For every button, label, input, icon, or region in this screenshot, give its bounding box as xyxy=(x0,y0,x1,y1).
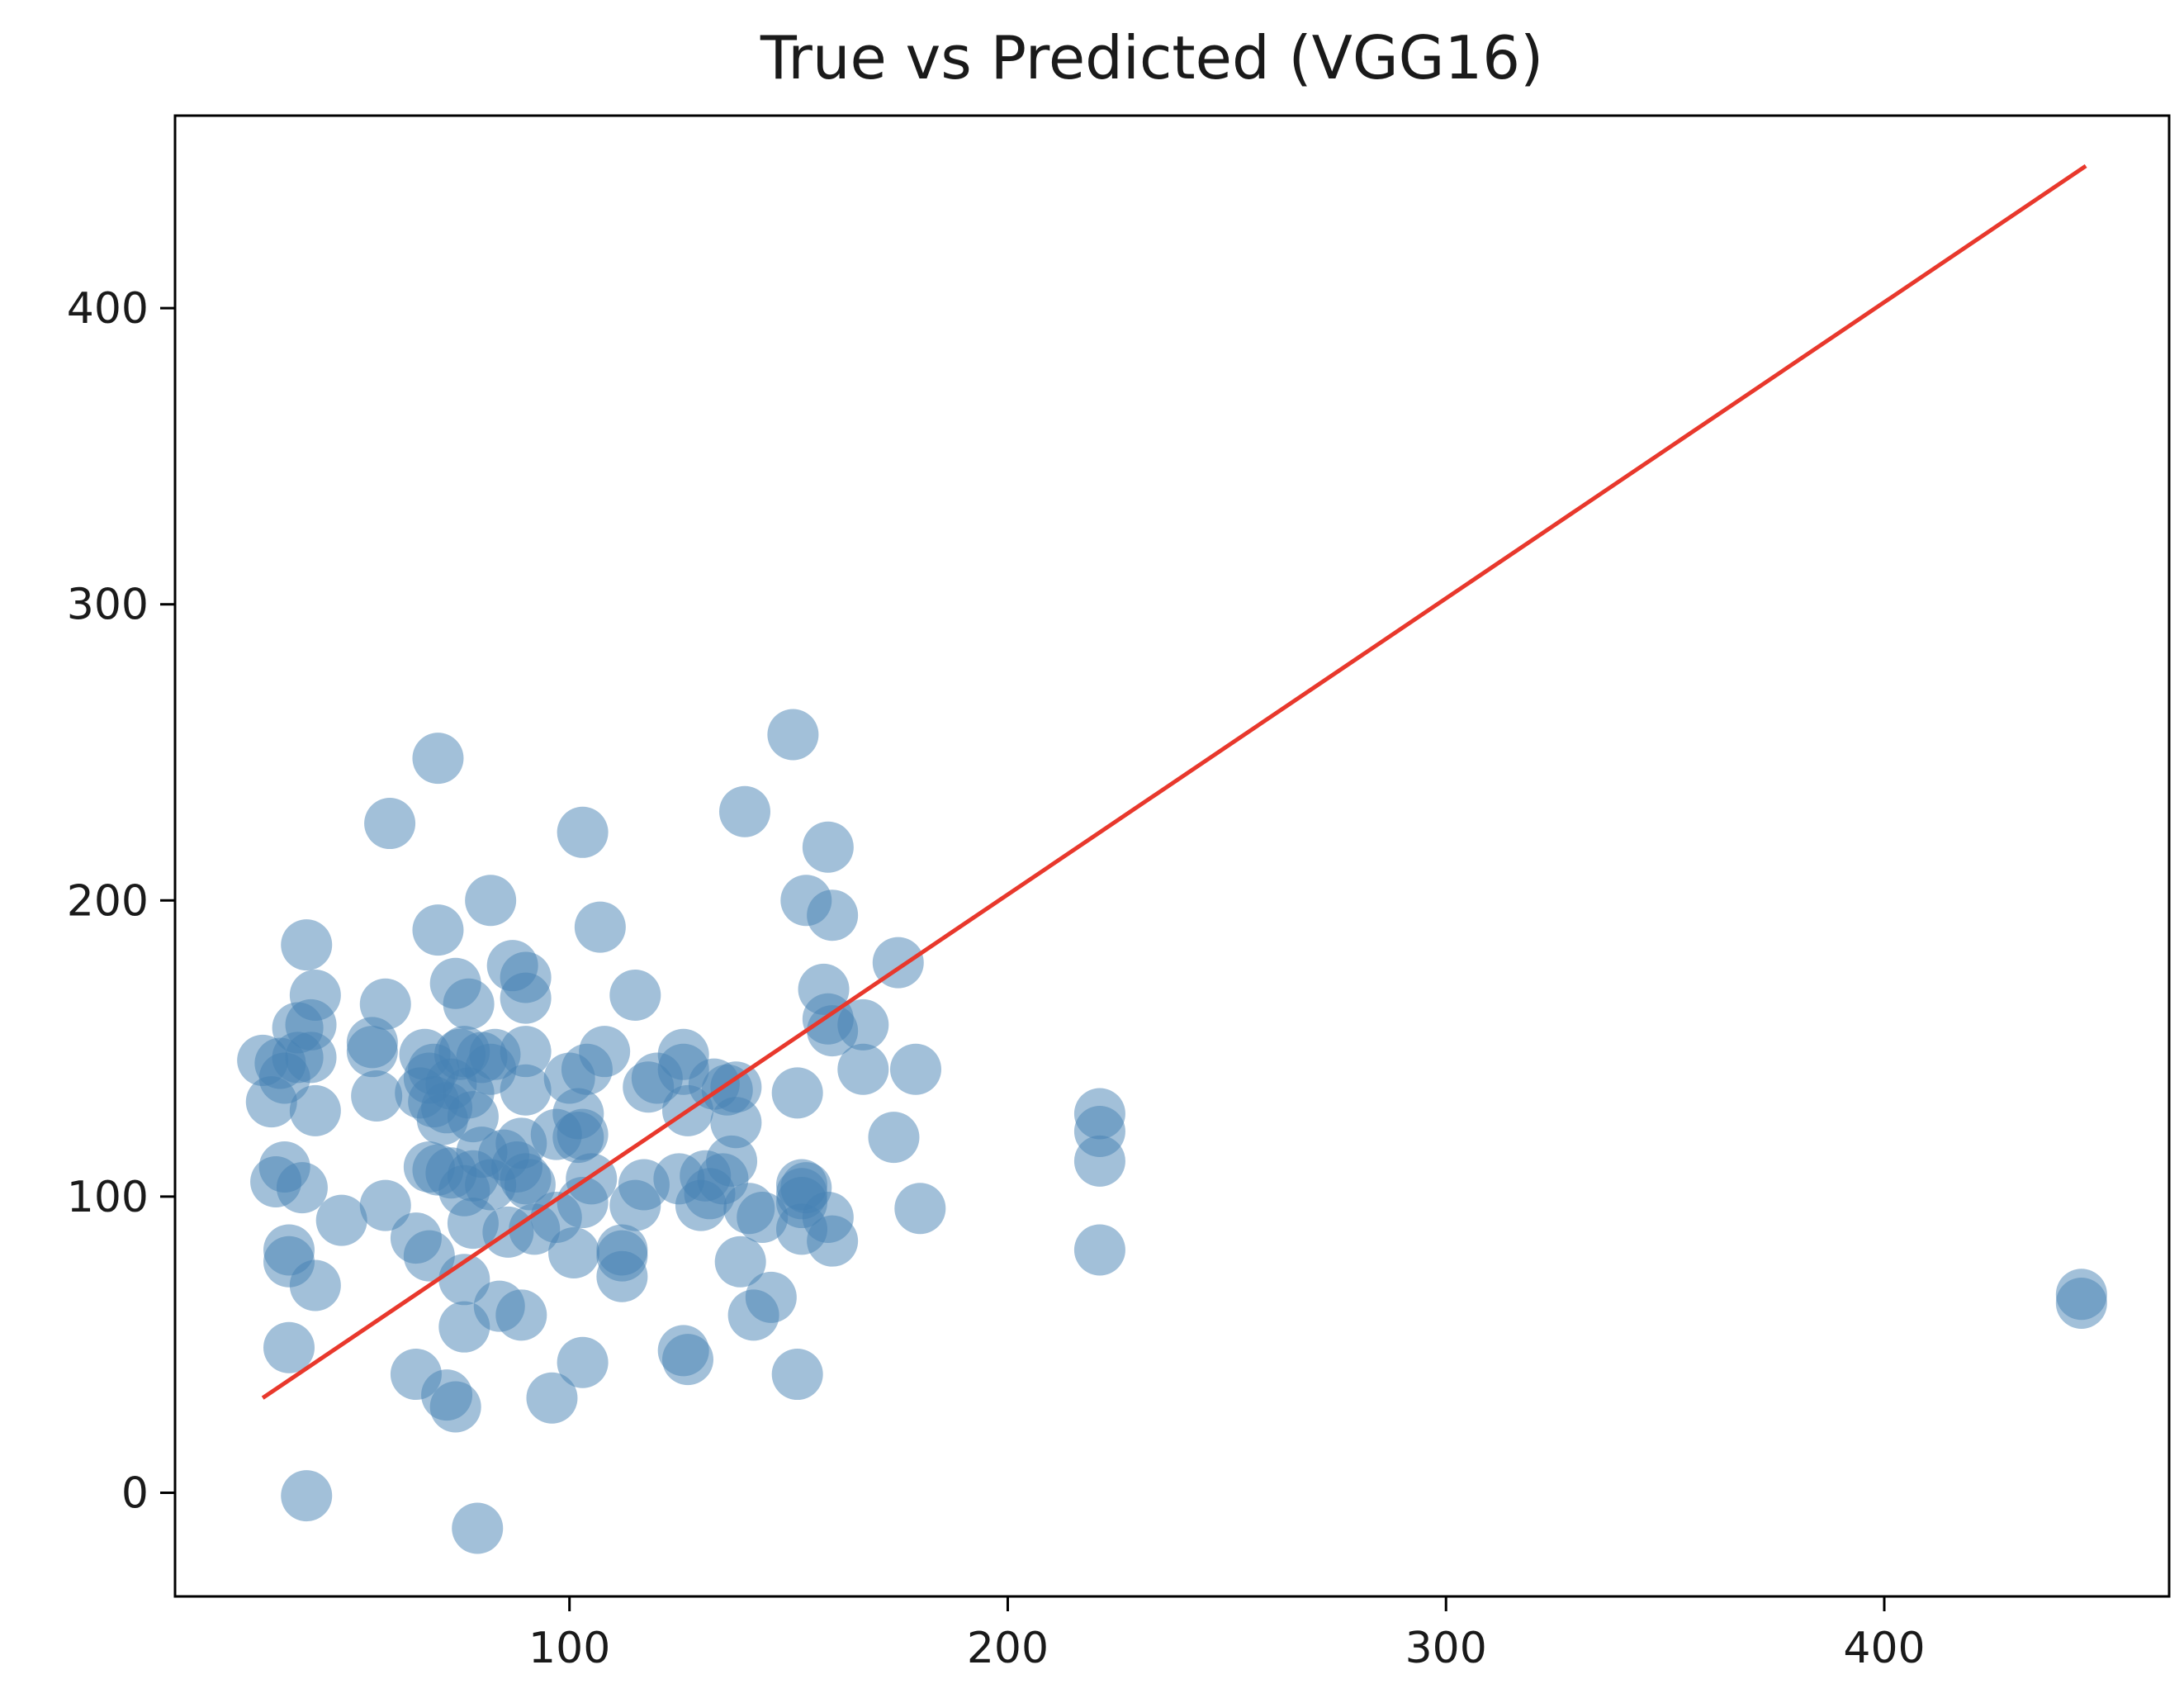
scatter-point xyxy=(495,1289,547,1341)
scatter-point xyxy=(285,1032,337,1084)
y-tick-label: 0 xyxy=(121,1468,149,1518)
scatter-point xyxy=(412,733,464,785)
scatter-point xyxy=(894,1183,946,1235)
scatter-point xyxy=(719,785,770,837)
y-tick-label: 100 xyxy=(67,1173,149,1222)
scatter-point xyxy=(714,1236,766,1288)
scatter-point xyxy=(289,970,341,1022)
scatter-point xyxy=(837,1043,889,1095)
scatter-point xyxy=(557,806,609,858)
scatter-point xyxy=(276,1162,328,1214)
scatter-point xyxy=(263,1321,315,1373)
scatter-point xyxy=(500,972,552,1024)
scatter-point xyxy=(771,1067,823,1119)
scatter-point xyxy=(706,1135,758,1187)
chart-title: True vs Predicted (VGG16) xyxy=(760,23,1543,92)
scatter-point xyxy=(574,901,626,953)
x-tick-label: 400 xyxy=(1843,1624,1925,1673)
scatter-point xyxy=(557,1336,609,1388)
y-axis: 0 100 200 300 400 xyxy=(67,284,175,1518)
scatter-point xyxy=(1073,1135,1125,1187)
scatter-point xyxy=(281,919,333,971)
scatter-point xyxy=(548,1227,599,1279)
scatter-point xyxy=(737,1191,789,1243)
scatter-point xyxy=(359,978,411,1030)
scatter-point xyxy=(771,1349,823,1401)
scatter-point xyxy=(710,1097,762,1149)
x-axis: 100 200 300 400 xyxy=(528,1596,1926,1673)
scatter-point xyxy=(807,889,859,941)
identity-line-layer xyxy=(261,164,2087,1400)
scatter-point xyxy=(557,1108,609,1160)
scatter-point xyxy=(596,1230,648,1282)
scatter-point xyxy=(465,875,517,927)
scatter-point xyxy=(289,1084,341,1136)
y-tick-label: 300 xyxy=(67,581,149,630)
scatter-point xyxy=(438,1254,490,1306)
scatter-point xyxy=(526,1372,578,1424)
plot-frame xyxy=(173,114,2171,1598)
scatter-point xyxy=(351,1070,403,1122)
scatter-point xyxy=(767,709,819,761)
scatter-point xyxy=(359,1179,411,1231)
scatter-point xyxy=(315,1194,367,1246)
scatter-point xyxy=(452,1502,504,1554)
scatter-point xyxy=(2055,1277,2107,1329)
scatter-point xyxy=(429,1381,481,1433)
scatter-point xyxy=(662,1334,713,1386)
y-tick-label: 200 xyxy=(67,876,149,926)
scatter-point xyxy=(802,821,854,873)
scatter-point xyxy=(890,1043,941,1095)
points-layer xyxy=(237,709,2107,1554)
scatter-point xyxy=(566,1153,618,1205)
scatter-point xyxy=(745,1271,797,1323)
scatter-point xyxy=(609,970,661,1022)
scatter-point xyxy=(500,1026,552,1078)
scatter-point xyxy=(364,798,416,850)
scatter-point xyxy=(289,1259,341,1311)
x-tick-label: 100 xyxy=(528,1624,610,1673)
scatter-point xyxy=(710,1061,762,1113)
scatter-point xyxy=(837,998,889,1051)
x-tick-label: 300 xyxy=(1405,1624,1487,1673)
identity-line xyxy=(261,164,2087,1400)
y-tick-label: 400 xyxy=(67,284,149,334)
scatter-point xyxy=(500,1064,552,1116)
scatter-point xyxy=(1073,1224,1125,1276)
x-tick-label: 200 xyxy=(967,1624,1049,1673)
scatter-point xyxy=(868,1112,920,1164)
scatter-point xyxy=(281,1470,333,1522)
scatter-point xyxy=(443,978,495,1030)
scatter-point xyxy=(579,1026,631,1078)
scatter-point xyxy=(346,1026,398,1078)
scatter-point xyxy=(412,904,464,956)
scatter-point xyxy=(807,1215,859,1267)
